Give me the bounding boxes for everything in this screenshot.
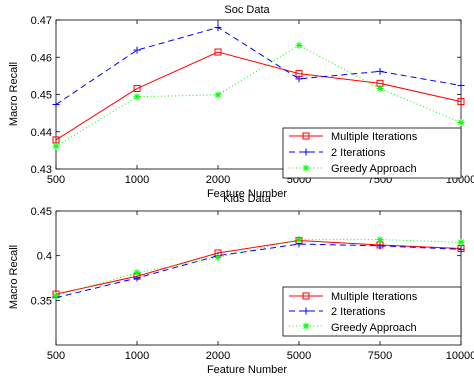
kids-plot-area: 500 1000 2000 5000 7500 10000 0.35 0.4 0.45 — [31, 206, 474, 362]
kids-legend: Multiple Iterations 2 Iterations Greedy … — [282, 286, 462, 337]
kids-y-tick-label: 0.4 — [37, 251, 52, 263]
kids-data-point-2-iterations — [376, 242, 384, 250]
kids-x-tick-label: 5000 — [287, 350, 311, 362]
kids-y-axis-label: Macro Recall — [8, 245, 20, 309]
soc-data-point-multiple-iterations — [133, 85, 141, 93]
kids-legend-label-multiple-iterations: Multiple Iterations — [331, 291, 418, 303]
kids-legend-asterisk-marker-icon — [302, 322, 310, 330]
kids-legend-label-greedy-approach: Greedy Approach — [331, 322, 417, 334]
kids-series-line-2-iterations — [55, 243, 462, 299]
kids-x-tick-label: 7500 — [368, 350, 392, 362]
soc-data-point-greedy-approach — [52, 142, 60, 150]
soc-x-axis-label: Feature Number — [207, 188, 287, 200]
kids-data-point-2-iterations — [457, 245, 465, 253]
soc-legend-asterisk-marker-icon — [302, 164, 310, 172]
kids-data-point-greedy-approach — [376, 236, 384, 244]
kids-chart-title: Kids Data — [223, 193, 272, 205]
kids-x-axis-label: Feature Number — [207, 364, 287, 376]
soc-y-tick-label: 0.46 — [31, 52, 52, 64]
soc-legend-label-multiple-iterations: Multiple Iterations — [331, 131, 418, 143]
soc-data-point-multiple-iterations — [457, 98, 465, 106]
kids-legend-item-greedy-approach: Greedy Approach — [289, 322, 417, 334]
kids-x-tick-label: 10000 — [446, 350, 474, 362]
soc-legend-square-marker-icon — [302, 132, 310, 140]
soc-chart-title: Soc Data — [224, 4, 270, 16]
kids-y-tick-label: 0.45 — [31, 206, 52, 218]
soc-legend-label-greedy-approach: Greedy Approach — [331, 163, 417, 175]
kids-series-line-multiple-iterations — [55, 239, 462, 295]
soc-data-point-greedy-approach — [457, 118, 465, 126]
kids-x-tick-label: 1000 — [125, 350, 149, 362]
soc-y-tick-label: 0.44 — [31, 127, 52, 139]
soc-data-point-2-iterations — [214, 23, 222, 31]
soc-data-point-greedy-approach — [376, 85, 384, 93]
kids-data-point-greedy-approach — [214, 253, 222, 261]
soc-legend-plus-marker-icon — [302, 148, 310, 156]
soc-data-point-multiple-iterations — [214, 48, 222, 56]
soc-series-line-multiple-iterations — [55, 51, 462, 141]
kids-data-point-greedy-approach — [133, 269, 141, 277]
soc-data-point-2-iterations — [376, 67, 384, 75]
soc-y-tick-label: 0.47 — [31, 15, 52, 27]
kids-legend-square-marker-icon — [302, 292, 310, 300]
soc-data-point-2-iterations — [52, 101, 60, 109]
soc-legend-item-2-iterations: 2 Iterations — [289, 147, 386, 159]
soc-y-tick-label: 0.43 — [31, 164, 52, 176]
kids-x-tick-label: 2000 — [206, 350, 230, 362]
kids-legend-label-2-iterations: 2 Iterations — [331, 306, 386, 318]
soc-data-point-greedy-approach — [133, 93, 141, 101]
soc-legend: Multiple Iterations 2 Iterations Greedy … — [282, 127, 462, 179]
soc-series-line-2-iterations — [55, 26, 462, 105]
soc-y-tick-label: 0.45 — [31, 90, 52, 102]
kids-data-point-greedy-approach — [457, 238, 465, 246]
soc-data-point-2-iterations — [457, 82, 465, 90]
kids-legend-plus-marker-icon — [302, 307, 310, 315]
soc-data-point-greedy-approach — [295, 41, 303, 49]
soc-y-axis-label: Macro Recall — [8, 62, 20, 126]
soc-data-subplot: Soc Data Macro Recall Feature Number 500… — [8, 4, 474, 200]
soc-data-point-greedy-approach — [214, 91, 222, 99]
soc-legend-label-2-iterations: 2 Iterations — [331, 147, 386, 159]
soc-x-tick-label: 1000 — [125, 174, 149, 186]
kids-data-point-greedy-approach — [52, 292, 60, 300]
soc-data-point-2-iterations — [133, 46, 141, 54]
kids-data-subplot: Kids Data Macro Recall Feature Number 50… — [8, 193, 474, 376]
soc-data-point-2-iterations — [295, 75, 303, 83]
kids-series-line-greedy-approach — [55, 239, 462, 297]
kids-data-point-greedy-approach — [295, 236, 303, 244]
kids-x-tick-label: 500 — [47, 350, 65, 362]
soc-x-tick-label: 2000 — [206, 174, 230, 186]
soc-legend-item-greedy-approach: Greedy Approach — [289, 163, 417, 175]
kids-y-tick-label: 0.35 — [31, 295, 52, 307]
soc-x-tick-label: 500 — [47, 174, 65, 186]
soc-legend-item-multiple-iterations: Multiple Iterations — [289, 131, 418, 143]
kids-legend-item-2-iterations: 2 Iterations — [289, 306, 386, 318]
kids-legend-item-multiple-iterations: Multiple Iterations — [289, 291, 418, 303]
